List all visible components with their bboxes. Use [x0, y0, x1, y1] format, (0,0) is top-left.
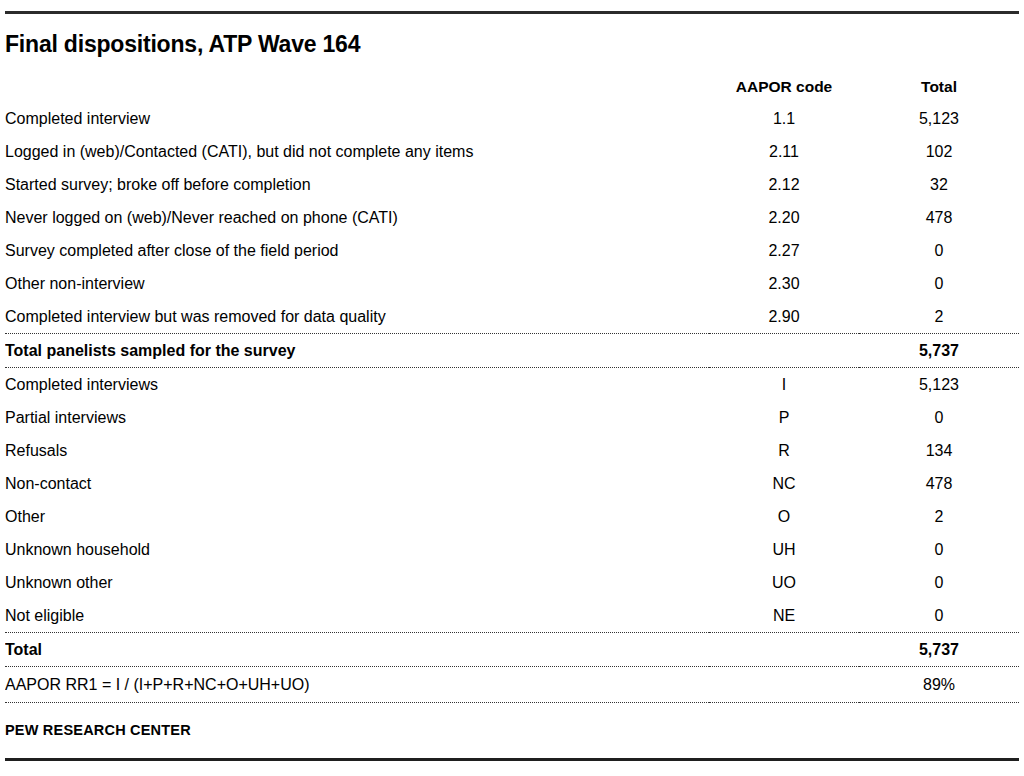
- response-rate-formula: AAPOR RR1 = I / (I+P+R+NC+O+UH+UO): [5, 667, 709, 703]
- aapor-code-value: 2.27: [709, 234, 859, 267]
- total-value: 5,123: [859, 368, 1019, 402]
- page: Final dispositions, ATP Wave 164 AAPOR c…: [0, 11, 1024, 761]
- total-value: 478: [859, 201, 1019, 234]
- disposition-label: Refusals: [5, 434, 709, 467]
- table-row: Survey completed after close of the fiel…: [5, 234, 1019, 267]
- disposition-label: Completed interviews: [5, 368, 709, 402]
- aapor-code-value: P: [709, 401, 859, 434]
- total-value: 0: [859, 599, 1019, 633]
- dispositions-table: AAPOR code Total Completed interview 1.1…: [5, 71, 1019, 703]
- response-rate-value: 89%: [859, 667, 1019, 703]
- disposition-label: Never logged on (web)/Never reached on p…: [5, 201, 709, 234]
- disposition-label: Unknown household: [5, 533, 709, 566]
- empty-cell: [709, 667, 859, 703]
- total-sampled-value: 5,737: [859, 334, 1019, 368]
- source-attribution: PEW RESEARCH CENTER: [5, 722, 1019, 738]
- total-value: 2: [859, 500, 1019, 533]
- table-row: Never logged on (web)/Never reached on p…: [5, 201, 1019, 234]
- disposition-label: Unknown other: [5, 566, 709, 599]
- total-value: 0: [859, 267, 1019, 300]
- aapor-code-value: 2.30: [709, 267, 859, 300]
- top-rule: [5, 11, 1019, 14]
- aapor-code-value: I: [709, 368, 859, 402]
- table-row: Completed interview but was removed for …: [5, 300, 1019, 334]
- header-aapor-code: AAPOR code: [709, 71, 859, 102]
- total-value: 2: [859, 300, 1019, 334]
- disposition-label: Other non-interview: [5, 267, 709, 300]
- empty-cell: [709, 633, 859, 667]
- total-row: Total 5,737: [5, 633, 1019, 667]
- table-row: Other O 2: [5, 500, 1019, 533]
- total-value: 32: [859, 168, 1019, 201]
- table-row: Non-contact NC 478: [5, 467, 1019, 500]
- disposition-label: Completed interview: [5, 102, 709, 135]
- table-row: Unknown household UH 0: [5, 533, 1019, 566]
- total-sampled-label: Total panelists sampled for the survey: [5, 334, 709, 368]
- table-row: Other non-interview 2.30 0: [5, 267, 1019, 300]
- aapor-code-value: NC: [709, 467, 859, 500]
- total-value: 134: [859, 434, 1019, 467]
- total-value: 102: [859, 135, 1019, 168]
- total-value: 0: [859, 533, 1019, 566]
- disposition-label: Logged in (web)/Contacted (CATI), but di…: [5, 135, 709, 168]
- table-row: Logged in (web)/Contacted (CATI), but di…: [5, 135, 1019, 168]
- bottom-rule: [5, 758, 1019, 761]
- aapor-code-value: 2.11: [709, 135, 859, 168]
- table-row: Unknown other UO 0: [5, 566, 1019, 599]
- total-value: 0: [859, 566, 1019, 599]
- disposition-label: Non-contact: [5, 467, 709, 500]
- aapor-code-value: 2.90: [709, 300, 859, 334]
- disposition-label: Not eligible: [5, 599, 709, 633]
- aapor-code-value: UO: [709, 566, 859, 599]
- table-row: Completed interview 1.1 5,123: [5, 102, 1019, 135]
- table-row: Not eligible NE 0: [5, 599, 1019, 633]
- response-rate-row: AAPOR RR1 = I / (I+P+R+NC+O+UH+UO) 89%: [5, 667, 1019, 703]
- table-row: Partial interviews P 0: [5, 401, 1019, 434]
- header-spacer: [5, 71, 709, 102]
- total-value: 478: [859, 467, 1019, 500]
- aapor-code-value: UH: [709, 533, 859, 566]
- total-sampled-row: Total panelists sampled for the survey 5…: [5, 334, 1019, 368]
- table-row: Completed interviews I 5,123: [5, 368, 1019, 402]
- total-label: Total: [5, 633, 709, 667]
- page-title: Final dispositions, ATP Wave 164: [5, 31, 1019, 58]
- aapor-code-value: R: [709, 434, 859, 467]
- total-value: 0: [859, 401, 1019, 434]
- empty-cell: [709, 334, 859, 368]
- total-value: 5,123: [859, 102, 1019, 135]
- total-value: 5,737: [859, 633, 1019, 667]
- aapor-code-value: 2.20: [709, 201, 859, 234]
- aapor-code-value: 2.12: [709, 168, 859, 201]
- disposition-label: Other: [5, 500, 709, 533]
- aapor-code-value: NE: [709, 599, 859, 633]
- disposition-label: Completed interview but was removed for …: [5, 300, 709, 334]
- aapor-code-value: O: [709, 500, 859, 533]
- total-value: 0: [859, 234, 1019, 267]
- disposition-label: Partial interviews: [5, 401, 709, 434]
- table-row: Refusals R 134: [5, 434, 1019, 467]
- table-header-row: AAPOR code Total: [5, 71, 1019, 102]
- table-row: Started survey; broke off before complet…: [5, 168, 1019, 201]
- disposition-label: Survey completed after close of the fiel…: [5, 234, 709, 267]
- disposition-label: Started survey; broke off before complet…: [5, 168, 709, 201]
- header-total: Total: [859, 71, 1019, 102]
- aapor-code-value: 1.1: [709, 102, 859, 135]
